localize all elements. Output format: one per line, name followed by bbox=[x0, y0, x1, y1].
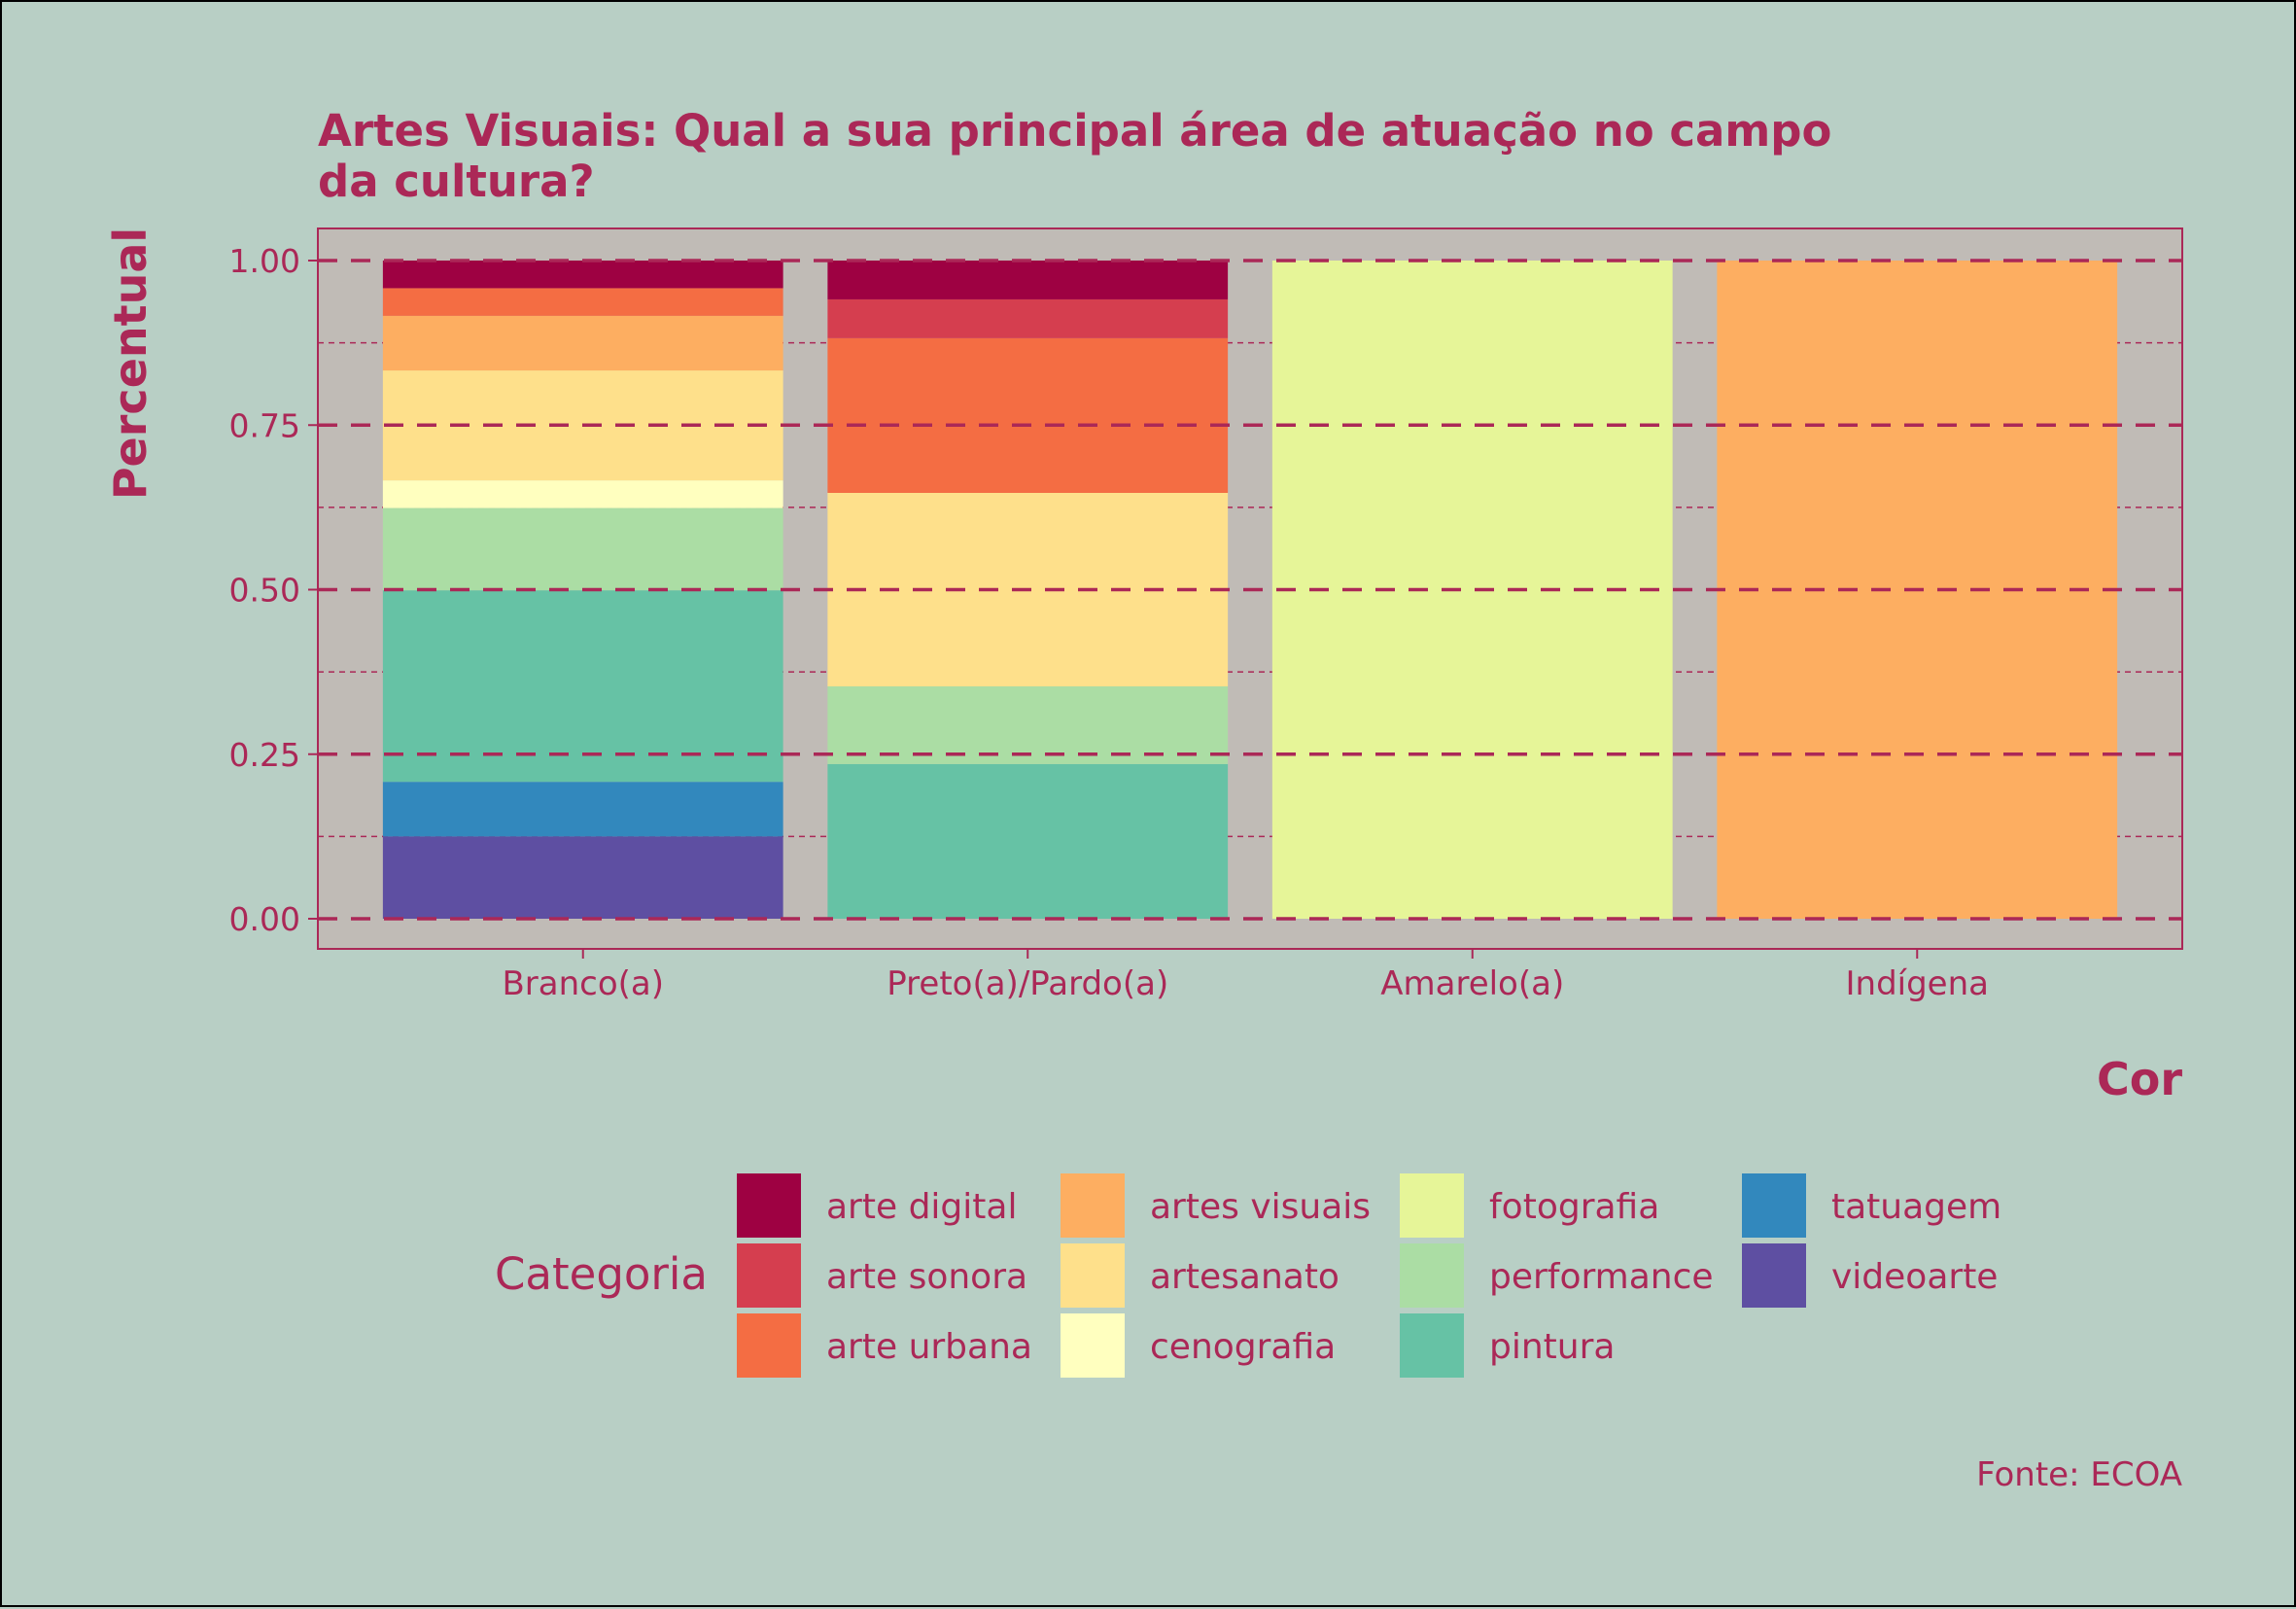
chart-title-line-2: da cultura? bbox=[318, 156, 595, 207]
bars-layer bbox=[382, 261, 2118, 919]
legend-swatch bbox=[1400, 1313, 1464, 1378]
legend-label: arte sonora bbox=[826, 1257, 1027, 1297]
legend-label: cenografia bbox=[1150, 1327, 1336, 1367]
bar-segment bbox=[382, 507, 783, 591]
legend-swatch bbox=[1400, 1173, 1464, 1238]
x-tick-label: Preto(a)/Pardo(a) bbox=[887, 964, 1168, 1003]
x-axis-label: Cor bbox=[2097, 1053, 2182, 1105]
legend-swatch bbox=[1400, 1243, 1464, 1308]
x-tick-label: Amarelo(a) bbox=[1380, 964, 1564, 1003]
y-axis-label: Percentual bbox=[104, 227, 157, 500]
y-axis-ticks: 0.00 0.25 0.50 0.75 1.00 bbox=[229, 242, 318, 938]
legend-label: fotografia bbox=[1489, 1187, 1659, 1227]
bar-segment bbox=[382, 782, 783, 837]
y-tick-label: 0.00 bbox=[229, 900, 300, 938]
legend-label: artesanato bbox=[1150, 1257, 1339, 1297]
x-tick-label: Indígena bbox=[1846, 964, 1990, 1003]
legend-label: artes visuais bbox=[1150, 1187, 1371, 1227]
bar-segment bbox=[827, 337, 1229, 493]
bar-segment bbox=[382, 288, 783, 316]
legend-label: videoarte bbox=[1831, 1257, 1998, 1297]
caption: Fonte: ECOA bbox=[1976, 1455, 2182, 1494]
y-tick-label: 0.50 bbox=[229, 572, 300, 610]
bar-segment bbox=[382, 261, 783, 289]
legend-label: arte digital bbox=[826, 1187, 1017, 1227]
bar-segment bbox=[382, 590, 783, 783]
legend-swatch bbox=[737, 1173, 801, 1238]
bar-segment bbox=[382, 315, 783, 371]
y-tick-label: 0.25 bbox=[229, 736, 300, 774]
legend-title: Categoria bbox=[495, 1248, 708, 1300]
bar-segment bbox=[827, 298, 1229, 338]
legend-swatch bbox=[1061, 1313, 1125, 1378]
bar-segment bbox=[827, 686, 1229, 764]
chart-title-line-1: Artes Visuais: Qual a sua principal área… bbox=[318, 105, 1831, 157]
legend-label: tatuagem bbox=[1831, 1187, 2001, 1227]
legend-swatch bbox=[1061, 1173, 1125, 1238]
legend-label: pintura bbox=[1489, 1327, 1615, 1367]
bar-segment bbox=[382, 836, 783, 919]
y-tick-label: 0.75 bbox=[229, 406, 300, 444]
legend-swatch bbox=[737, 1243, 801, 1308]
bar-segment bbox=[382, 480, 783, 508]
bar-segment bbox=[827, 261, 1229, 299]
y-tick-label: 1.00 bbox=[229, 242, 300, 280]
legend-swatch bbox=[737, 1313, 801, 1378]
legend-swatch bbox=[1061, 1243, 1125, 1308]
legend: arte digital arte sonora arte urbana artes … bbox=[737, 1173, 2001, 1378]
x-tick-label: Branco(a) bbox=[502, 964, 664, 1003]
x-axis-ticks: Branco(a) Preto(a)/Pardo(a) Amarelo(a) Indí… bbox=[502, 949, 1989, 1003]
legend-swatch bbox=[1742, 1173, 1806, 1238]
major-grid-layer bbox=[318, 259, 2182, 921]
legend-label: performance bbox=[1489, 1257, 1714, 1297]
bar-segment bbox=[827, 763, 1229, 919]
legend-label: arte urbana bbox=[826, 1327, 1032, 1367]
bar-segment bbox=[1271, 261, 1673, 919]
legend-swatch bbox=[1742, 1243, 1806, 1308]
